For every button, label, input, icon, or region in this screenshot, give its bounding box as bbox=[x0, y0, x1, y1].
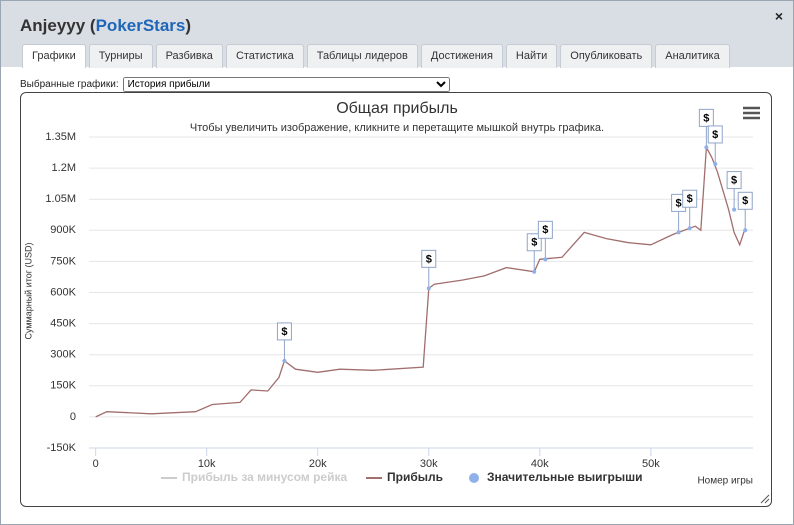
y-tick-label: 900K bbox=[50, 224, 76, 236]
big-win-point bbox=[282, 358, 287, 363]
tab[interactable]: Разбивка bbox=[155, 44, 223, 68]
tab[interactable]: Турниры bbox=[88, 44, 153, 68]
big-win-point bbox=[713, 161, 718, 166]
x-tick-label: 10k bbox=[198, 458, 216, 470]
chart-subtitle: Чтобы увеличить изображение, кликните и … bbox=[190, 122, 604, 134]
chart-title: Общая прибыль bbox=[336, 100, 458, 117]
y-tick-label: 150K bbox=[50, 380, 76, 392]
header: Anjeyyy (PokerStars) × Графики Турниры Раз… bbox=[1, 1, 793, 68]
y-tick-label: 1.2M bbox=[52, 162, 76, 174]
y-tick-label: 1.35M bbox=[45, 131, 76, 143]
flag-box bbox=[726, 171, 742, 190]
tab[interactable]: Найти bbox=[505, 44, 558, 68]
tab[interactable]: Графики bbox=[22, 44, 86, 68]
tab[interactable]: Достижения bbox=[420, 44, 503, 68]
chart-container: Общая прибыль Чтобы увеличить изображени… bbox=[20, 92, 772, 507]
flag-label: $ bbox=[531, 237, 537, 249]
menu-button[interactable] bbox=[741, 105, 761, 121]
big-win-point bbox=[743, 228, 748, 233]
big-win-point bbox=[676, 230, 681, 235]
flag-label: $ bbox=[731, 174, 737, 186]
flag-box bbox=[737, 191, 753, 210]
flag-label: $ bbox=[676, 197, 682, 209]
y-tick-label: -150K bbox=[47, 442, 77, 454]
x-tick-label: 50k bbox=[642, 458, 660, 470]
legend-label: Прибыль bbox=[387, 470, 443, 484]
x-tick-label: 0 bbox=[93, 458, 99, 470]
flag-box bbox=[276, 322, 292, 341]
profit-line bbox=[95, 145, 746, 418]
tab-bar: Графики Турниры Разбивка Статистика Таблицы … bbox=[22, 44, 730, 68]
big-win-point bbox=[704, 145, 709, 150]
flag-box bbox=[526, 233, 542, 252]
big-win-point bbox=[687, 226, 692, 231]
title-suffix: ) bbox=[185, 16, 192, 35]
flag-box bbox=[698, 108, 714, 127]
y-tick-label: 1.05M bbox=[45, 193, 76, 205]
tab[interactable]: Опубликовать bbox=[560, 44, 653, 68]
big-win-point bbox=[426, 286, 431, 291]
legend-item[interactable]: Прибыль bbox=[366, 470, 443, 484]
flag-box bbox=[707, 125, 723, 144]
chart: Общая прибыль Чтобы увеличить изображени… bbox=[23, 100, 770, 504]
flag-box bbox=[682, 189, 698, 208]
y-tick-label: 750K bbox=[50, 255, 76, 267]
resize-handle[interactable] bbox=[760, 494, 770, 504]
tab[interactable]: Таблицы лидеров bbox=[306, 44, 418, 68]
flag-label: $ bbox=[687, 193, 693, 205]
y-tick-label: 0 bbox=[70, 411, 76, 423]
site-name[interactable]: PokerStars bbox=[95, 16, 186, 35]
y-axis-label: Суммарный итог (USD) bbox=[23, 242, 33, 339]
window-title: Anjeyyy (PokerStars) bbox=[20, 16, 191, 36]
flag-box bbox=[537, 220, 553, 239]
x-axis-label: Номер игры bbox=[697, 476, 753, 487]
x-tick-label: 30k bbox=[420, 458, 438, 470]
tab[interactable]: Статистика bbox=[225, 44, 304, 68]
y-tick-label: 600K bbox=[50, 286, 76, 298]
x-tick-label: 40k bbox=[531, 458, 549, 470]
flag-label: $ bbox=[426, 253, 432, 265]
y-tick-label: 450K bbox=[50, 318, 76, 330]
selector-label: Выбранные графики: bbox=[20, 79, 119, 90]
flag-label: $ bbox=[742, 195, 748, 207]
big-win-point bbox=[532, 269, 537, 274]
flag-label: $ bbox=[542, 224, 548, 236]
legend-item[interactable]: Значительные выигрыши bbox=[469, 470, 643, 484]
legend-symbol bbox=[469, 473, 479, 483]
flag-label: $ bbox=[712, 129, 718, 141]
legend-label: Прибыль за минусом рейка bbox=[182, 470, 347, 484]
big-win-point bbox=[543, 257, 548, 262]
chart-selector[interactable]: История прибыли bbox=[122, 77, 450, 92]
title-prefix: Anjeyyy ( bbox=[20, 16, 96, 35]
tab[interactable]: Аналитика bbox=[655, 44, 730, 68]
legend-label: Значительные выигрыши bbox=[487, 470, 643, 484]
flag-label: $ bbox=[703, 112, 709, 124]
flag-box bbox=[421, 249, 437, 268]
flag-label: $ bbox=[281, 326, 287, 338]
x-tick-label: 20k bbox=[309, 458, 327, 470]
close-button[interactable]: × bbox=[774, 8, 783, 24]
selector-row: Выбранные графики: История прибыли bbox=[20, 77, 450, 92]
y-tick-label: 300K bbox=[50, 349, 76, 361]
legend-item[interactable]: Прибыль за минусом рейка bbox=[161, 470, 347, 484]
big-win-point bbox=[732, 207, 737, 212]
